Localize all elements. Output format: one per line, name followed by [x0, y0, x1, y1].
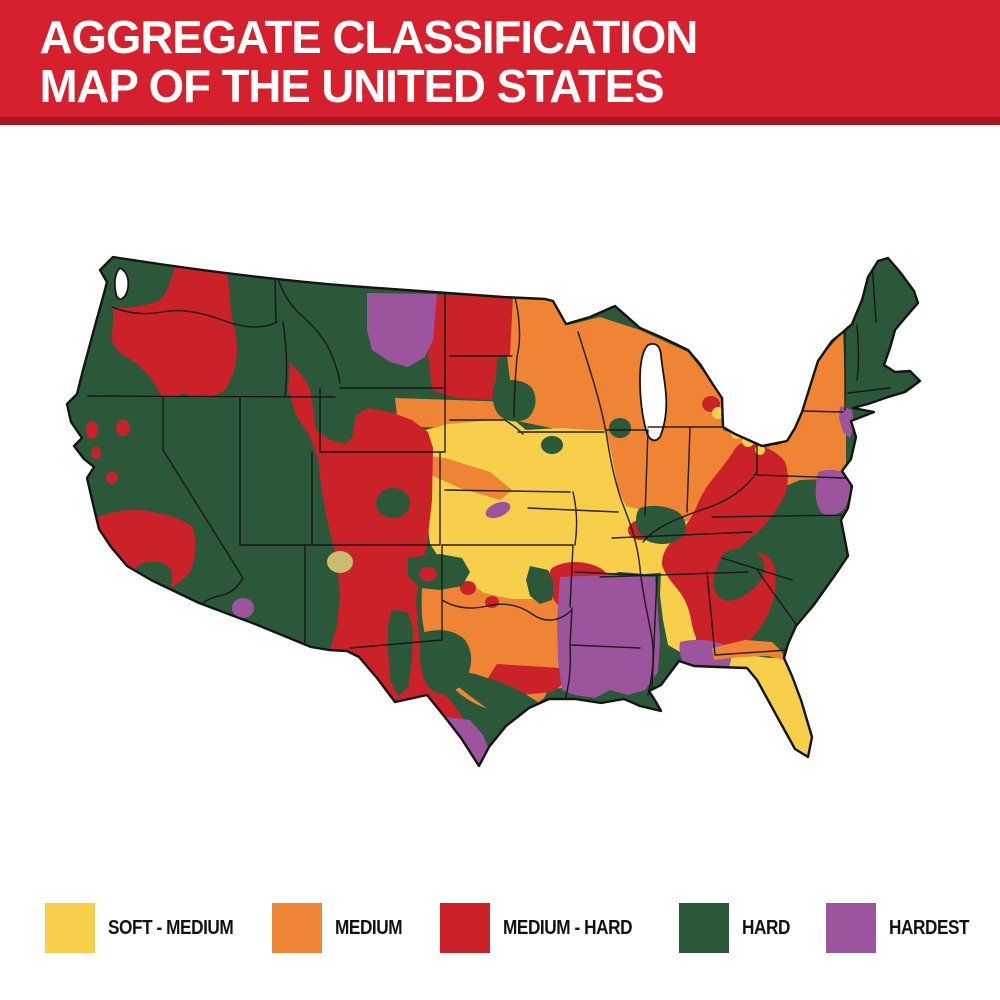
- legend-item-hard: HARD: [679, 903, 798, 953]
- title-line-2: MAP OF THE UNITED STATES: [39, 59, 665, 112]
- puget-sound: [113, 266, 130, 300]
- lake-michigan: [639, 342, 668, 442]
- legend-swatch-medium-hard: [440, 903, 490, 953]
- state-borders: [87, 261, 891, 701]
- legend-item-medium: MEDIUM: [272, 903, 413, 953]
- legend-item-soft-medium: SOFT - MEDIUM: [45, 903, 254, 953]
- legend-item-hardest: HARDEST: [826, 903, 982, 953]
- map-legend: SOFT - MEDIUM MEDIUM MEDIUM - HARD HARD HARD…: [0, 903, 1000, 963]
- legend-label: MEDIUM: [335, 916, 403, 939]
- florida-border-orange: [712, 640, 784, 660]
- legend-swatch-hardest: [826, 903, 876, 953]
- panhandle-red-dot: [419, 567, 437, 581]
- legend-swatch-medium: [272, 903, 322, 953]
- layer-hardest-regions: [232, 293, 854, 766]
- title-banner: AGGREGATE CLASSIFICATION MAP OF THE UNIT…: [0, 0, 1000, 125]
- legend-swatch-soft-medium: [45, 903, 95, 953]
- legend-item-medium-hard: MEDIUM - HARD: [440, 903, 653, 953]
- us-outline: [65, 255, 922, 768]
- legend-swatch-hard: [679, 903, 729, 953]
- legend-label: SOFT - MEDIUM: [108, 916, 234, 939]
- poster-title: AGGREGATE CLASSIFICATION MAP OF THE UNIT…: [0, 0, 990, 111]
- legend-label: HARD: [742, 916, 790, 939]
- legend-label: MEDIUM - HARD: [503, 916, 633, 939]
- title-line-1: AGGREGATE CLASSIFICATION: [39, 11, 699, 63]
- layer-hard-accents: [134, 380, 765, 722]
- legend-label: HARDEST: [889, 916, 970, 939]
- olive-spot: [327, 551, 353, 573]
